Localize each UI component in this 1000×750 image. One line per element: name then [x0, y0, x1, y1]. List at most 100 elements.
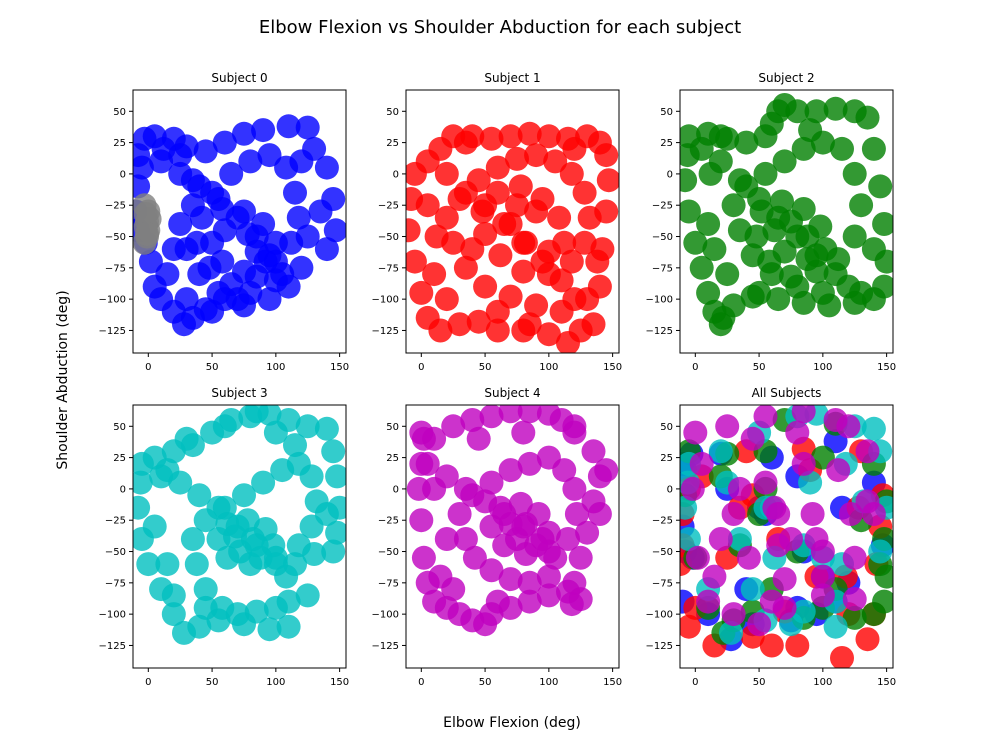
scatter-point — [753, 405, 778, 429]
plot-frame — [405, 89, 620, 354]
scatter-point — [823, 614, 848, 639]
scatter-point — [861, 237, 886, 262]
scatter-point — [868, 539, 893, 564]
scatter-point — [727, 527, 752, 551]
scatter-point — [133, 495, 151, 520]
scatter-point — [785, 99, 810, 124]
scatter-point — [485, 589, 510, 614]
y-tick-label: −100 — [646, 295, 673, 306]
scatter-point — [810, 564, 835, 589]
scatter-point — [479, 126, 504, 151]
y-tick-label: −25 — [652, 201, 673, 212]
scatter-point — [770, 189, 794, 214]
x-tick-label: 150 — [330, 362, 349, 373]
scatter-point — [849, 280, 874, 305]
x-tick-label: 0 — [692, 677, 698, 688]
scatter-point — [295, 224, 320, 249]
scatter-point — [842, 161, 867, 186]
scatter-point — [734, 130, 759, 155]
scatter-point — [434, 287, 459, 312]
scatter-point — [823, 96, 848, 121]
plot-frame — [132, 89, 347, 354]
scatter-point — [524, 533, 549, 558]
scatter-point — [187, 483, 212, 508]
scatter-point — [747, 280, 772, 305]
scatter-point — [479, 514, 504, 539]
scatter-point — [810, 539, 835, 564]
scatter-point — [564, 502, 589, 526]
scatter-point — [174, 426, 199, 451]
scatter-point — [498, 405, 523, 424]
scatter-point — [536, 564, 561, 589]
scatter-point — [855, 627, 880, 652]
scatter-point — [562, 570, 587, 595]
scatter-point — [562, 136, 587, 161]
scatter-point — [193, 595, 218, 620]
subplot-0: Subject 0 0 50 100 150 50 25 0 −25 −50 −75 −100 −125 — [99, 71, 350, 373]
scatter-point — [257, 287, 282, 312]
scatter-point — [286, 533, 311, 558]
x-tick-label: 50 — [753, 362, 766, 373]
y-tick-label: 25 — [113, 138, 126, 149]
scatter-point — [779, 209, 803, 234]
y-tick-label: −75 — [652, 263, 673, 274]
scatter-point — [759, 633, 784, 658]
scatter-point — [715, 414, 740, 439]
scatter-point — [323, 218, 346, 243]
scatter-point — [210, 197, 235, 221]
scatter-point — [286, 205, 311, 230]
scatter-point — [517, 312, 542, 337]
scatter-point — [232, 259, 256, 284]
scatter-point — [524, 293, 549, 318]
scatter-point — [594, 458, 619, 483]
scatter-point — [785, 633, 810, 658]
scatter-point — [861, 416, 886, 441]
scatter-point — [855, 105, 880, 130]
scatter-point — [276, 274, 301, 299]
scatter-points — [133, 114, 346, 337]
scatter-point — [283, 180, 307, 205]
scatter-point — [232, 121, 256, 146]
scatter-point — [424, 224, 449, 249]
y-tick-label: −75 — [105, 578, 126, 589]
scatter-point — [749, 199, 774, 224]
y-tick-label: 50 — [113, 422, 126, 433]
scatter-point — [575, 520, 600, 545]
scatter-point — [460, 408, 485, 432]
scatter-point — [719, 620, 743, 645]
scatter-point — [466, 309, 491, 334]
scatter-point — [212, 130, 237, 155]
scatter-point — [136, 552, 161, 577]
scatter-point — [727, 476, 752, 501]
scatter-point — [549, 299, 574, 324]
scatter-point — [791, 451, 816, 476]
scatter-point — [155, 458, 180, 483]
scatter-point — [263, 230, 288, 255]
scatter-point — [552, 458, 577, 483]
x-tick-label: 150 — [877, 362, 896, 373]
plot-frame — [405, 404, 620, 669]
scatter-point — [174, 287, 199, 312]
scatter-point — [849, 193, 874, 218]
y-tick-label: −25 — [378, 516, 399, 527]
y-tick-label: −125 — [99, 326, 126, 337]
scatter-point — [299, 464, 324, 489]
y-tick-label: −125 — [646, 641, 673, 652]
y-tick-label: −75 — [378, 578, 399, 589]
scatter-point — [232, 612, 256, 637]
y-tick-label: 0 — [120, 169, 126, 180]
x-tick-label: 150 — [330, 677, 349, 688]
scatter-point — [772, 239, 797, 264]
scatter-point — [488, 243, 513, 268]
scatter-point — [680, 476, 705, 501]
scatter-point — [441, 577, 466, 602]
scatter-point — [263, 595, 288, 620]
subplot-title: Subject 1 — [484, 71, 540, 85]
scatter-point — [415, 149, 440, 174]
subplot-1: Subject 1 0 50 100 150 50 25 0 −25 −50 −75 −100 −125 — [372, 71, 623, 373]
y-tick-label: −25 — [105, 516, 126, 527]
scatter-point — [135, 222, 159, 246]
subplot-title: Subject 0 — [211, 71, 267, 85]
x-tick-label: 50 — [206, 362, 219, 373]
y-tick-label: 25 — [386, 453, 399, 464]
